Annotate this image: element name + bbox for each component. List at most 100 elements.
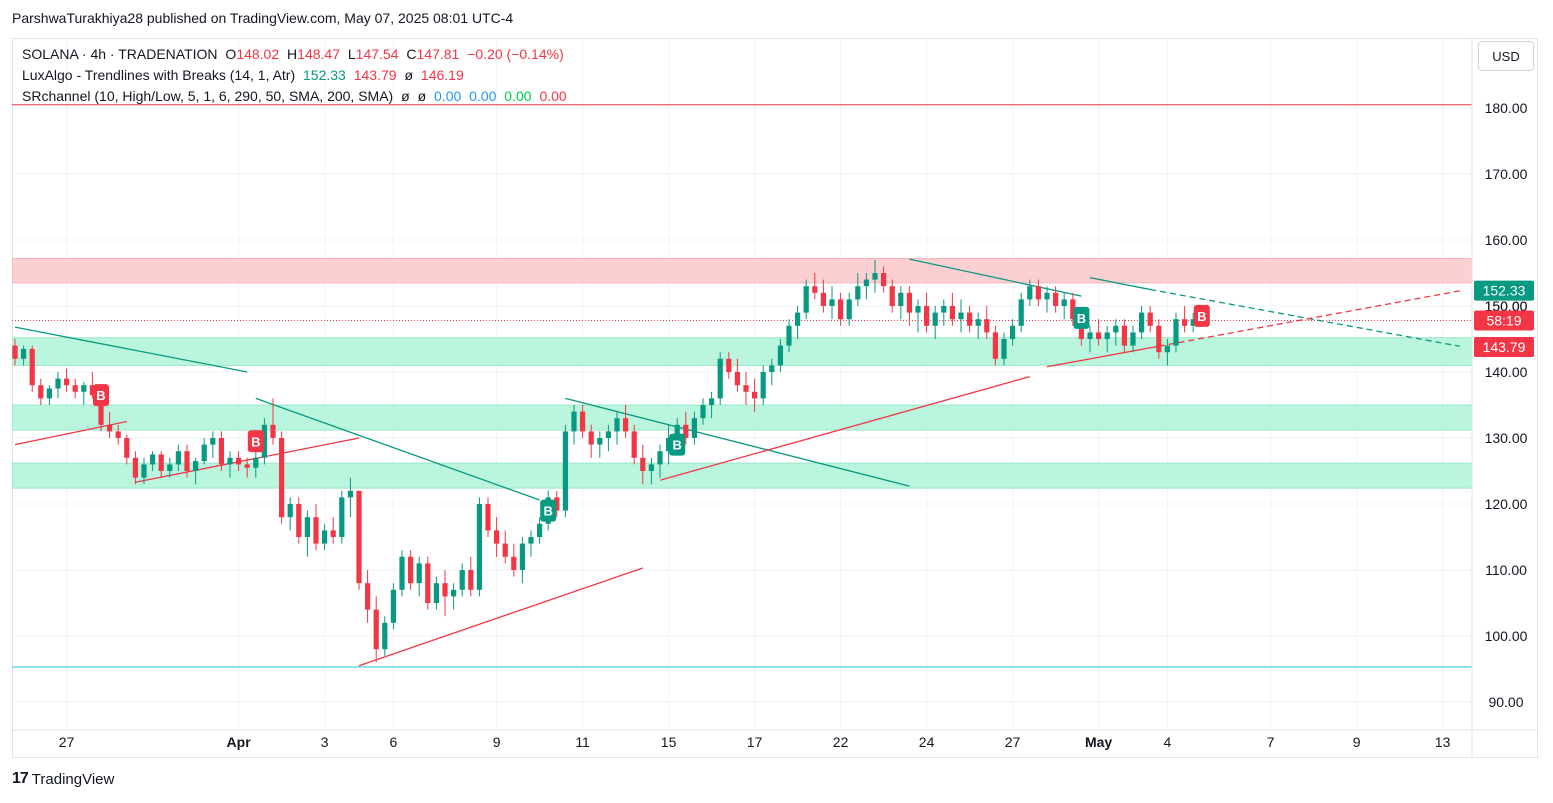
candle[interactable]	[1035, 286, 1041, 300]
candle[interactable]	[175, 451, 181, 465]
candle[interactable]	[468, 570, 474, 590]
candle[interactable]	[322, 530, 328, 544]
candle[interactable]	[1018, 299, 1024, 326]
candle[interactable]	[382, 622, 388, 650]
candle[interactable]	[218, 438, 224, 465]
candle[interactable]	[1113, 325, 1119, 333]
candle[interactable]	[709, 398, 715, 405]
candle[interactable]	[365, 583, 371, 610]
candle[interactable]	[270, 424, 276, 438]
candle[interactable]	[786, 325, 792, 346]
candle[interactable]	[150, 454, 156, 465]
candle[interactable]	[924, 306, 930, 326]
candle[interactable]	[726, 358, 732, 372]
candle[interactable]	[201, 444, 207, 462]
candle[interactable]	[399, 556, 405, 590]
candle[interactable]	[442, 583, 448, 597]
candle[interactable]	[743, 385, 749, 392]
candle[interactable]	[648, 464, 654, 471]
candle[interactable]	[124, 438, 130, 458]
candle[interactable]	[1156, 325, 1162, 353]
candle[interactable]	[89, 385, 95, 396]
candle[interactable]	[1104, 332, 1110, 339]
candle[interactable]	[949, 306, 955, 320]
candle[interactable]	[81, 385, 87, 392]
candle[interactable]	[846, 299, 852, 320]
candle[interactable]	[1147, 312, 1153, 326]
candle[interactable]	[107, 424, 113, 432]
candle[interactable]	[597, 438, 603, 445]
candle[interactable]	[1190, 319, 1196, 326]
candle[interactable]	[872, 273, 878, 280]
candle[interactable]	[700, 405, 706, 419]
candle[interactable]	[141, 464, 147, 478]
candle[interactable]	[390, 589, 396, 623]
candle[interactable]	[975, 319, 981, 326]
candle[interactable]	[1164, 345, 1170, 353]
candle[interactable]	[356, 490, 362, 584]
candle[interactable]	[12, 345, 18, 359]
candle[interactable]	[1078, 319, 1084, 339]
candle[interactable]	[296, 504, 302, 537]
candle[interactable]	[55, 378, 61, 389]
candle[interactable]	[674, 424, 680, 438]
candle[interactable]	[304, 517, 310, 537]
candle[interactable]	[476, 504, 482, 590]
candle[interactable]	[29, 348, 35, 386]
candle[interactable]	[829, 299, 835, 306]
candle[interactable]	[967, 312, 973, 326]
candle[interactable]	[1070, 299, 1076, 320]
candle[interactable]	[459, 570, 465, 590]
candle[interactable]	[451, 589, 457, 597]
candle[interactable]	[167, 464, 173, 471]
candle[interactable]	[1139, 312, 1145, 333]
candle[interactable]	[932, 312, 938, 326]
candle[interactable]	[1096, 332, 1102, 339]
candle[interactable]	[554, 497, 560, 511]
candle[interactable]	[631, 431, 637, 458]
candle[interactable]	[1010, 325, 1016, 339]
candle[interactable]	[614, 418, 620, 432]
candle[interactable]	[752, 391, 758, 399]
candle[interactable]	[1182, 319, 1188, 326]
candle[interactable]	[820, 292, 826, 306]
candle[interactable]	[1087, 332, 1093, 339]
candle[interactable]	[433, 583, 439, 603]
candle[interactable]	[777, 345, 783, 366]
candle[interactable]	[132, 457, 138, 478]
legend-luxalgo-row[interactable]: LuxAlgo - Trendlines with Breaks (14, 1,…	[22, 65, 571, 86]
candle[interactable]	[253, 457, 259, 468]
candle[interactable]	[373, 609, 379, 650]
candle[interactable]	[494, 530, 500, 544]
candle[interactable]	[184, 451, 190, 471]
candle[interactable]	[838, 299, 844, 320]
candle[interactable]	[98, 395, 104, 425]
candle[interactable]	[812, 286, 818, 293]
candle[interactable]	[408, 556, 414, 584]
candle[interactable]	[485, 504, 491, 531]
candle[interactable]	[657, 451, 663, 465]
candle[interactable]	[64, 378, 70, 386]
candle[interactable]	[958, 312, 964, 320]
candle[interactable]	[158, 454, 164, 472]
candle[interactable]	[425, 563, 431, 603]
candle[interactable]	[992, 332, 998, 359]
candle[interactable]	[760, 372, 766, 399]
candle[interactable]	[1044, 292, 1050, 300]
candle[interactable]	[38, 385, 44, 399]
candle[interactable]	[734, 372, 740, 386]
candle[interactable]	[906, 292, 912, 313]
candle[interactable]	[528, 537, 534, 544]
candle[interactable]	[795, 312, 801, 326]
candle[interactable]	[640, 457, 646, 471]
candle[interactable]	[889, 286, 895, 306]
candle[interactable]	[1173, 319, 1179, 346]
candle[interactable]	[72, 385, 78, 392]
candle[interactable]	[21, 348, 27, 359]
candle[interactable]	[984, 319, 990, 333]
candle[interactable]	[330, 530, 336, 537]
candle[interactable]	[769, 365, 775, 372]
candle[interactable]	[519, 543, 525, 570]
candle[interactable]	[717, 358, 723, 399]
